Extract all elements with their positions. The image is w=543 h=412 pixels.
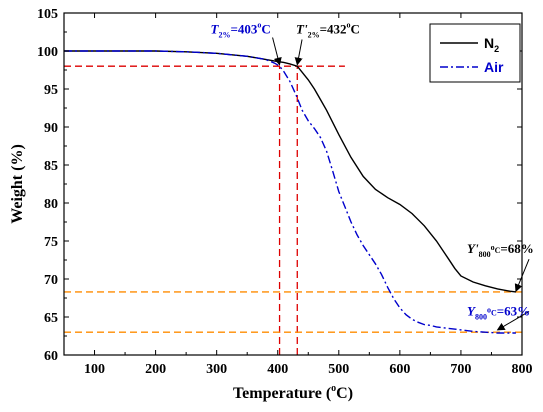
annotation-arrow [272,37,282,66]
y-tick-label: 105 [37,7,58,22]
x-axis-title-main: Temperature ( [233,385,331,402]
x-axis-title-degree: o [331,383,336,394]
y-tick-label: 60 [44,349,58,364]
series-line [64,50,516,293]
legend-box [429,23,521,83]
annotation-arrow [496,311,530,331]
legend-label: Air [484,59,504,75]
x-tick-label: 300 [206,362,227,377]
annotation-arrow [294,39,303,66]
series-line [64,50,516,334]
y-tick-label: 75 [44,235,58,250]
y-tick-label: 70 [44,273,58,288]
series-lines [64,50,516,334]
x-tick-label: 400 [267,362,288,377]
y-tick-label: 65 [44,311,58,326]
annotations: T2%=403oC T'2%=432oC Y'800oC=68% Y800oC=63% [211,21,534,331]
y-tick-label: 85 [44,159,58,174]
x-tick-label: 500 [328,362,349,377]
x-tick-label: 600 [389,362,410,377]
reference-lines [64,65,522,355]
y-tick-label: 90 [44,121,58,136]
annotation-label: T'2%=432oC [296,21,360,40]
x-tick-label: 800 [512,362,533,377]
annotation-label: Y800oC=63% [467,303,530,321]
y-tick-label: 100 [37,45,58,60]
annotation-arrow [514,258,530,293]
annotation-label: T2%=403oC [211,21,271,40]
axis-ticks: 100 200 300 400 500 600 700 800 60 65 70 75 80 85 90 95… [37,7,533,377]
x-axis-title: Temperature (oC) [233,383,353,402]
x-tick-label: 700 [450,362,471,377]
y-tick-label: 95 [44,83,58,98]
x-tick-label: 200 [145,362,166,377]
x-axis-title-unit: C) [336,385,353,402]
y-axis-title: Weight (%) [9,144,26,224]
x-tick-label: 100 [84,362,105,377]
annotation-label: Y'800oC=68% [467,241,534,259]
y-tick-label: 80 [44,197,58,212]
